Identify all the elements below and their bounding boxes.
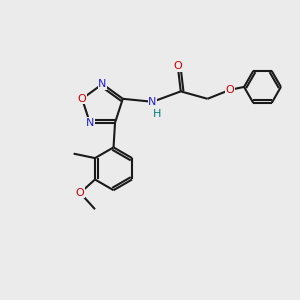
Text: N: N	[86, 118, 94, 128]
Text: O: O	[173, 61, 182, 71]
Text: N: N	[148, 97, 157, 107]
Text: O: O	[78, 94, 86, 104]
Text: N: N	[98, 79, 106, 89]
Text: H: H	[153, 109, 161, 119]
Text: O: O	[225, 85, 234, 95]
Text: O: O	[76, 188, 85, 198]
